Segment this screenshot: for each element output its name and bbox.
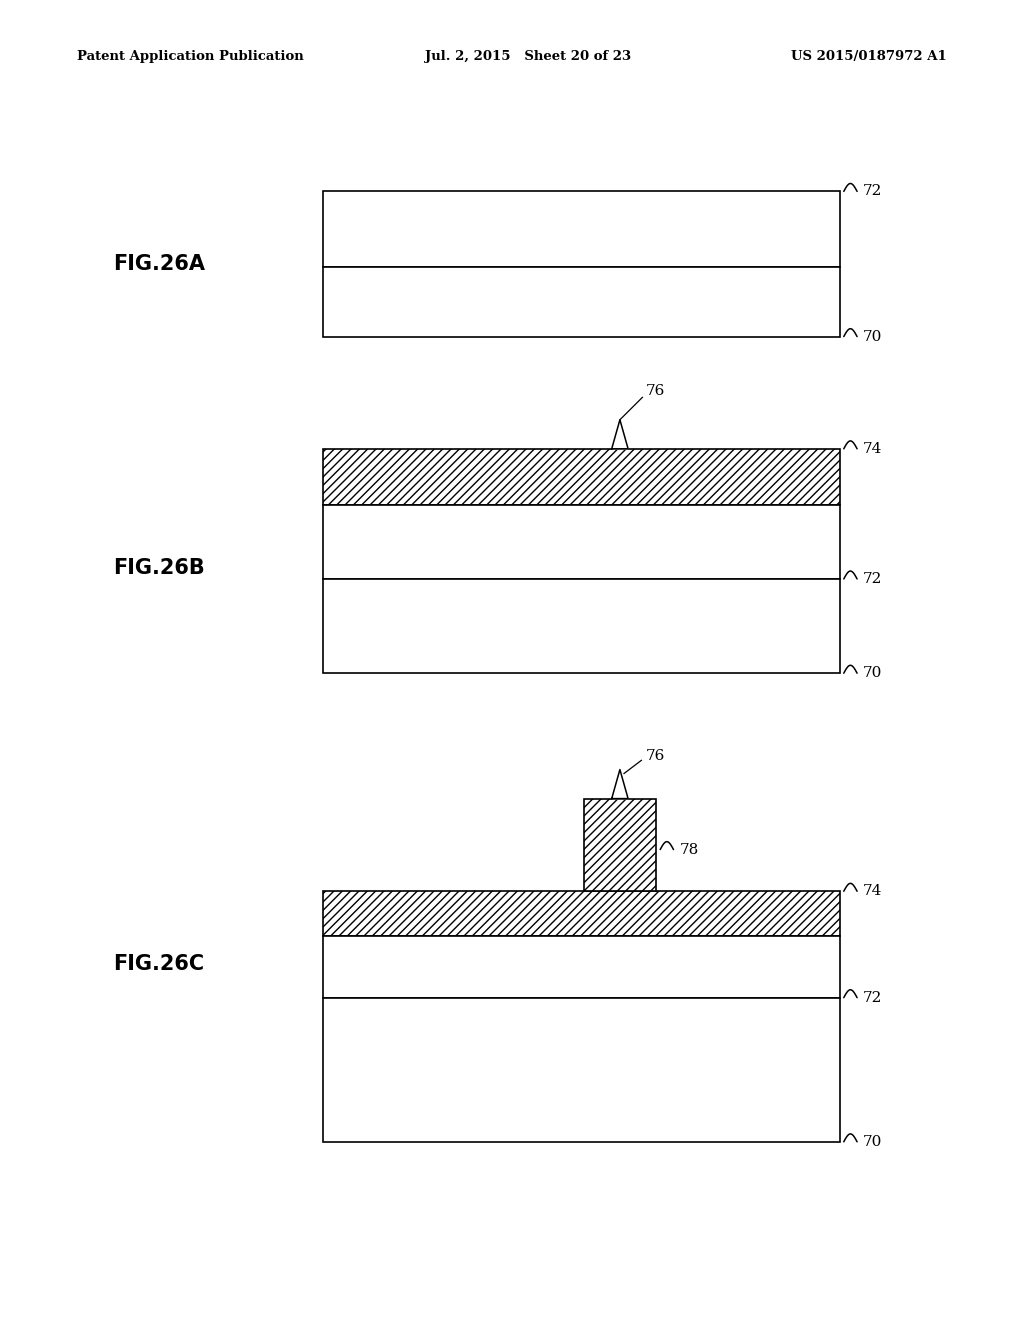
Bar: [323, 579, 840, 673]
Bar: [323, 191, 840, 267]
Polygon shape: [611, 420, 628, 449]
Bar: [323, 891, 840, 936]
Text: 70: 70: [863, 330, 883, 343]
Text: 72: 72: [863, 185, 883, 198]
Text: 78: 78: [680, 842, 699, 857]
Bar: [323, 267, 840, 337]
Polygon shape: [611, 770, 628, 799]
Text: Patent Application Publication: Patent Application Publication: [77, 50, 303, 63]
Text: 74: 74: [863, 884, 883, 899]
Bar: [323, 998, 840, 1142]
Text: US 2015/0187972 A1: US 2015/0187972 A1: [792, 50, 947, 63]
Bar: [584, 799, 656, 891]
Text: FIG.26B: FIG.26B: [113, 557, 205, 578]
Text: 70: 70: [863, 667, 883, 680]
Bar: [323, 936, 840, 998]
Text: 72: 72: [863, 990, 883, 1005]
Text: FIG.26C: FIG.26C: [114, 953, 204, 974]
Text: 76: 76: [645, 384, 665, 397]
Text: FIG.26A: FIG.26A: [113, 253, 205, 275]
Bar: [323, 449, 840, 504]
Text: 72: 72: [863, 572, 883, 586]
Text: 70: 70: [863, 1135, 883, 1148]
Text: 76: 76: [645, 750, 665, 763]
Text: Jul. 2, 2015   Sheet 20 of 23: Jul. 2, 2015 Sheet 20 of 23: [425, 50, 631, 63]
Text: 74: 74: [863, 442, 883, 455]
Bar: [323, 504, 840, 579]
